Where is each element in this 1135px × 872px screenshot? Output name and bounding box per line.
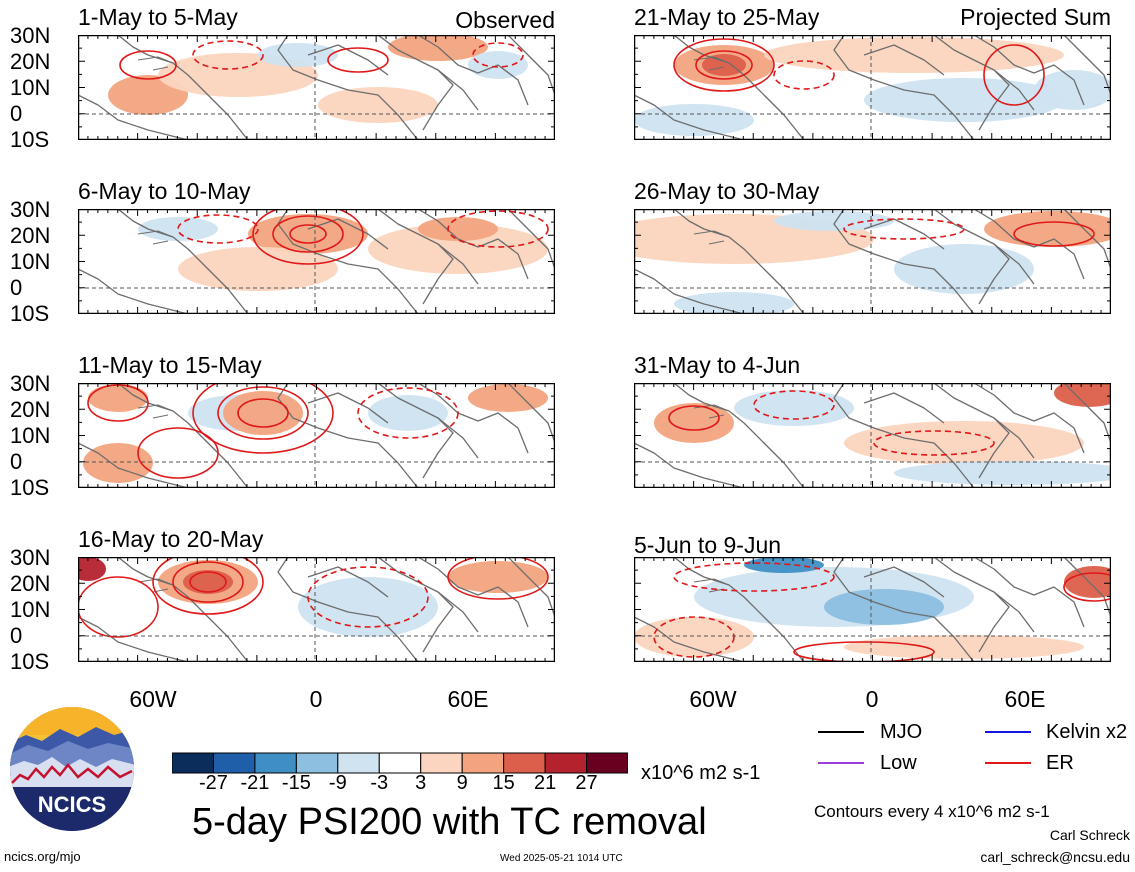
lon-tick-label: 60W (129, 686, 177, 712)
map-panel (78, 35, 555, 140)
colorbar (172, 752, 628, 774)
lat-tick-label: 0 (10, 449, 23, 474)
projected-sum-label: Projected Sum (960, 4, 1111, 30)
lat-tick-label: 0 (10, 101, 23, 126)
lon-tick-label: 0 (309, 686, 323, 712)
map-panel (78, 209, 555, 314)
colorbar-swatch (295, 752, 339, 774)
map-panel (78, 557, 555, 662)
colorbar-label: -9 (328, 772, 347, 794)
legend-label-mjo: MJO (880, 721, 923, 743)
lat-tick-label: 0 (10, 275, 23, 300)
ncics-logo: NCICS (10, 707, 134, 831)
legend-label-low: Low (880, 752, 917, 774)
logo-text: NCICS (38, 792, 106, 817)
panel-title: 11-May to 15-May (78, 352, 262, 378)
lat-tick-label: 20N (10, 571, 51, 596)
lat-tick-label: 10S (10, 475, 50, 500)
map-panel (634, 209, 1111, 314)
colorbar-swatch (378, 752, 422, 774)
legend-label-er: ER (1046, 752, 1074, 774)
colorbar-swatch (254, 752, 297, 774)
site-url: ncics.org/mjo (4, 849, 81, 864)
colorbar-swatch (503, 752, 546, 774)
lat-tick-label: 10N (10, 597, 51, 622)
colorbar-label: 3 (415, 772, 427, 794)
panel-title: 1-May to 5-May (78, 4, 238, 30)
lon-tick-label: 0 (865, 686, 879, 712)
colorbar-label: -15 (281, 772, 311, 794)
colorbar-label: 15 (492, 772, 515, 794)
colorbar-label: -3 (370, 772, 389, 794)
lat-tick-label: 10S (10, 301, 50, 326)
author: Carl Schreck (1049, 827, 1130, 843)
panel-title: 26-May to 30-May (634, 178, 820, 204)
lat-tick-label: 10N (10, 75, 51, 100)
legend-swatch-low (818, 762, 864, 764)
main-title: 5-day PSI200 with TC removal (192, 801, 707, 843)
colorbar-label: 9 (456, 772, 468, 794)
colorbar-swatch (337, 752, 380, 774)
lon-tick-label: 60W (689, 686, 737, 712)
map-panel (634, 35, 1111, 140)
colorbar-swatch (172, 752, 214, 774)
lat-tick-label: 30N (10, 197, 51, 222)
observed-label: Observed (455, 7, 555, 33)
colorbar-label: -21 (240, 772, 270, 794)
colorbar-swatch (212, 752, 256, 774)
legend-swatch-mjo (818, 731, 864, 733)
author-email: carl_schreck@ncsu.edu (980, 849, 1130, 865)
legend-swatch-kelvin (985, 731, 1031, 733)
lat-tick-label: 10S (10, 127, 50, 152)
contour-note: Contours every 4 x10^6 m2 s-1 (814, 802, 1050, 821)
legend-swatch-er (985, 762, 1031, 764)
map-panel (634, 557, 1111, 662)
legend-label-kelvin: Kelvin x2 (1046, 721, 1128, 743)
map-panel (78, 383, 555, 488)
timestamp: Wed 2025-05-21 1014 UTC (500, 853, 623, 864)
panel-title: 16-May to 20-May (78, 526, 264, 552)
panel-title: 5-Jun to 9-Jun (634, 532, 782, 558)
colorbar-swatch (461, 752, 505, 774)
lat-tick-label: 10N (10, 249, 51, 274)
lon-tick-label: 60E (1004, 686, 1046, 712)
panel-title: 6-May to 10-May (78, 178, 251, 204)
colorbar-swatch (420, 752, 463, 774)
lon-tick-label: 60E (447, 686, 489, 712)
lat-tick-label: 10S (10, 649, 50, 674)
colorbar-swatch (586, 752, 628, 774)
panel-title: 21-May to 25-May (634, 4, 820, 30)
lat-tick-label: 10N (10, 423, 51, 448)
colorbar-label: 27 (575, 772, 598, 794)
colorbar-label: -27 (199, 772, 228, 794)
lat-tick-label: 30N (10, 545, 51, 570)
lat-tick-label: 30N (10, 23, 51, 48)
lat-tick-label: 20N (10, 223, 51, 248)
panel-title: 31-May to 4-Jun (634, 352, 801, 378)
lat-tick-label: 20N (10, 49, 51, 74)
lat-tick-label: 20N (10, 397, 51, 422)
colorbar-label: 21 (533, 772, 557, 794)
lat-tick-label: 0 (10, 623, 23, 648)
map-panel (634, 383, 1111, 488)
colorbar-swatch (544, 752, 588, 774)
colorbar-units: x10^6 m2 s-1 (641, 762, 761, 784)
lat-tick-label: 30N (10, 371, 51, 396)
